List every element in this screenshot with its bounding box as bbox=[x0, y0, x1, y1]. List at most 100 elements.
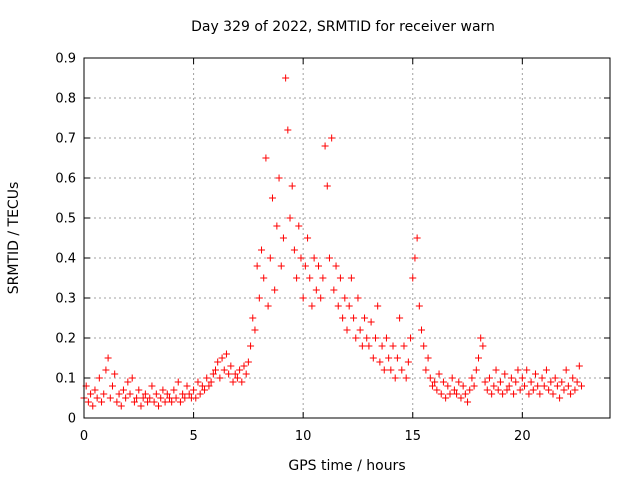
data-point bbox=[382, 334, 390, 342]
data-point bbox=[203, 374, 211, 382]
data-point bbox=[201, 386, 209, 394]
y-tick-label: 0.5 bbox=[55, 212, 76, 227]
y-tick-label: 0.8 bbox=[55, 92, 76, 107]
data-point bbox=[444, 382, 452, 390]
data-point bbox=[428, 382, 436, 390]
data-point bbox=[564, 382, 572, 390]
data-point bbox=[238, 378, 246, 386]
grid-lines bbox=[84, 58, 610, 418]
data-point bbox=[277, 262, 285, 270]
data-point bbox=[510, 390, 518, 398]
data-point bbox=[573, 378, 581, 386]
data-point bbox=[214, 358, 222, 366]
data-point bbox=[251, 326, 259, 334]
data-point bbox=[174, 378, 182, 386]
data-point bbox=[212, 366, 219, 374]
data-point bbox=[242, 370, 250, 378]
data-point bbox=[393, 354, 401, 362]
data-point bbox=[84, 398, 92, 406]
data-point bbox=[220, 366, 228, 374]
y-tick-label: 0.7 bbox=[55, 132, 76, 147]
data-point bbox=[496, 378, 504, 386]
data-point bbox=[100, 390, 108, 398]
data-point bbox=[268, 194, 276, 202]
y-axis-label: SRMTID / TECUs bbox=[6, 182, 22, 295]
data-point bbox=[152, 390, 160, 398]
data-point bbox=[119, 386, 127, 394]
data-point bbox=[297, 254, 305, 262]
data-point bbox=[571, 386, 579, 394]
data-point bbox=[516, 386, 524, 394]
data-point bbox=[343, 326, 351, 334]
y-tick-label: 0.3 bbox=[55, 292, 76, 307]
data-point bbox=[117, 402, 125, 410]
data-point bbox=[144, 398, 152, 406]
data-point bbox=[475, 354, 482, 362]
data-point bbox=[527, 378, 535, 386]
data-point bbox=[225, 370, 233, 378]
data-point bbox=[385, 354, 393, 362]
data-point bbox=[479, 342, 487, 350]
x-tick-label: 10 bbox=[295, 429, 312, 444]
data-point bbox=[494, 386, 502, 394]
data-point bbox=[222, 350, 230, 358]
data-point bbox=[402, 374, 410, 382]
x-tick-label: 15 bbox=[404, 429, 421, 444]
data-point bbox=[562, 366, 570, 374]
data-point bbox=[558, 378, 566, 386]
data-point bbox=[258, 246, 266, 254]
data-point bbox=[249, 314, 257, 322]
data-point bbox=[389, 342, 397, 350]
data-point bbox=[233, 374, 241, 382]
data-point bbox=[87, 390, 95, 398]
data-point bbox=[159, 386, 167, 394]
data-point bbox=[371, 334, 379, 342]
data-point bbox=[266, 254, 274, 262]
data-point bbox=[295, 222, 303, 230]
data-point bbox=[367, 318, 375, 326]
data-point bbox=[442, 394, 450, 402]
data-point bbox=[205, 382, 213, 390]
data-point bbox=[547, 378, 555, 386]
data-point bbox=[165, 394, 173, 402]
data-point bbox=[236, 366, 244, 374]
data-point bbox=[255, 294, 263, 302]
data-point bbox=[299, 294, 307, 302]
data-point bbox=[341, 294, 349, 302]
data-point bbox=[231, 370, 239, 378]
data-point bbox=[411, 254, 419, 262]
data-point bbox=[170, 386, 178, 394]
data-point bbox=[133, 394, 141, 402]
x-axis-label: GPS time / hours bbox=[288, 458, 405, 474]
data-point bbox=[323, 182, 331, 190]
data-point bbox=[290, 246, 298, 254]
data-point bbox=[376, 358, 384, 366]
data-point bbox=[398, 366, 406, 374]
data-point bbox=[95, 374, 103, 382]
data-point bbox=[424, 354, 432, 362]
data-point bbox=[275, 174, 283, 182]
data-point bbox=[89, 402, 97, 410]
data-point bbox=[150, 398, 158, 406]
data-point bbox=[139, 394, 147, 402]
data-point bbox=[439, 378, 447, 386]
data-point bbox=[505, 382, 513, 390]
data-point bbox=[190, 386, 198, 394]
data-point bbox=[507, 374, 515, 382]
data-point bbox=[468, 374, 476, 382]
data-point bbox=[306, 274, 314, 282]
data-point bbox=[501, 370, 509, 378]
data-point bbox=[216, 374, 224, 382]
data-point bbox=[279, 234, 287, 242]
data-point bbox=[347, 274, 355, 282]
data-point bbox=[161, 398, 169, 406]
data-point bbox=[380, 366, 388, 374]
data-point bbox=[448, 374, 456, 382]
data-point bbox=[98, 398, 106, 406]
data-point bbox=[560, 386, 568, 394]
data-point bbox=[194, 378, 202, 386]
data-point bbox=[358, 342, 366, 350]
x-tick-label: 20 bbox=[514, 429, 531, 444]
data-point bbox=[113, 398, 121, 406]
data-points bbox=[80, 74, 586, 410]
